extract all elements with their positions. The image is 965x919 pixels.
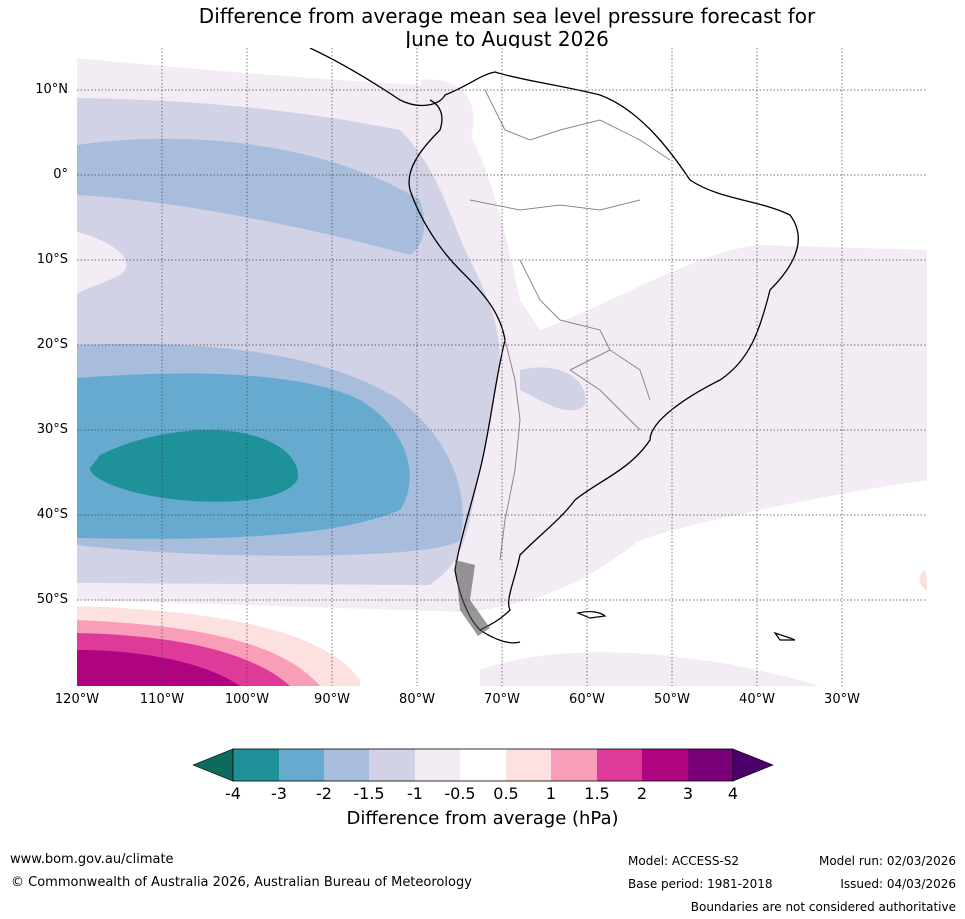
lat-label: 10°S <box>36 252 68 267</box>
lat-label: 50°S <box>36 592 68 607</box>
footer-model-run: Model run: 02/03/2026 <box>818 854 956 868</box>
footer-issued: Issued: 04/03/2026 <box>840 877 956 891</box>
colorbar-segment <box>233 749 279 781</box>
lat-label: 20°S <box>36 337 68 352</box>
colorbar-tick-label: 3 <box>682 784 694 803</box>
lon-label: 120°W <box>54 692 100 707</box>
map-title-line-1: Difference from average mean sea level p… <box>198 4 816 28</box>
colorbar-segment <box>642 749 688 781</box>
lat-label: 30°S <box>36 422 68 437</box>
lon-label: 80°W <box>399 692 435 707</box>
colorbar-segment <box>324 749 369 781</box>
colorbar-extend-low <box>192 748 234 782</box>
footer-copyright: © Commonwealth of Australia 2026, Austra… <box>11 875 472 890</box>
colorbar-segment <box>279 749 324 781</box>
anomaly-region-plus-2 <box>77 650 240 686</box>
graticule <box>77 48 927 686</box>
colorbar-title: Difference from average (hPa) <box>346 808 619 829</box>
colorbar-tick-label: -1 <box>407 784 423 803</box>
colorbar-tick-label: 1 <box>545 784 557 803</box>
footer-base-period: Base period: 1981-2018 <box>628 877 773 891</box>
lon-label: 40°W <box>739 692 775 707</box>
lat-label: 40°S <box>36 507 68 522</box>
lon-label: 110°W <box>139 692 185 707</box>
colorbar-tick-label: 0.5 <box>493 784 519 803</box>
south-america-coastline <box>309 48 799 631</box>
colorbar-tick-label: -4 <box>225 784 241 803</box>
lon-label: 60°W <box>569 692 605 707</box>
colorbar-segment <box>369 749 415 781</box>
colorbar-segment <box>551 749 597 781</box>
lat-label: 10°N <box>35 82 68 97</box>
colorbar-segment <box>415 749 460 781</box>
colorbar-segment <box>506 749 551 781</box>
colorbar-tick-label: 4 <box>727 784 739 803</box>
lon-label: 70°W <box>484 692 520 707</box>
lon-label: 90°W <box>314 692 350 707</box>
anomaly-region-minus-3 <box>90 430 299 502</box>
footer-url[interactable]: www.bom.gov.au/climate <box>10 852 174 867</box>
anomaly-region-minus-1-5 <box>77 138 425 255</box>
colorbar-segment <box>688 749 733 781</box>
colorbar-segment <box>460 749 506 781</box>
map-title-line-2: June to August 2026 <box>405 27 609 51</box>
colorbar-segment <box>597 749 642 781</box>
colorbar-tick-label: -0.5 <box>444 784 476 803</box>
colorbar-tick-label: -3 <box>271 784 287 803</box>
colorbar <box>192 748 774 782</box>
colorbar-tick-label: 1.5 <box>584 784 610 803</box>
footer-disclaimer: Boundaries are not considered authoritat… <box>690 900 956 914</box>
colorbar-tick-label: 2 <box>636 784 648 803</box>
colorbar-tick-label: -2 <box>316 784 332 803</box>
colorbar-tick-label: -1.5 <box>353 784 385 803</box>
lon-label: 50°W <box>654 692 690 707</box>
colorbar-extend-high <box>732 748 774 782</box>
footer-model: Model: ACCESS-S2 <box>628 854 740 868</box>
lat-label: 0° <box>53 167 68 182</box>
lon-label: 100°W <box>224 692 270 707</box>
anomaly-field <box>77 48 927 686</box>
lon-label: 30°W <box>824 692 860 707</box>
country-borders <box>469 89 671 561</box>
